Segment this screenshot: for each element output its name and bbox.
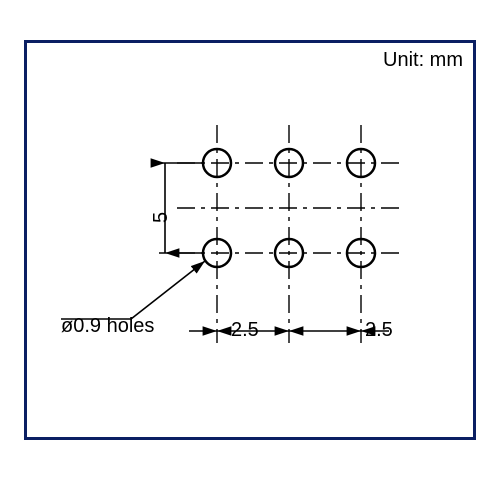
drawing-canvas <box>27 43 473 437</box>
unit-label: Unit: mm <box>383 49 463 72</box>
dim-v-label: 5 <box>150 212 173 223</box>
drawing-frame: Unit: mm 5 2.5 2.5 ø0.9 holes <box>24 40 476 440</box>
dimensions-group <box>159 163 389 331</box>
dim-h-right-label: 2.5 <box>365 319 393 342</box>
hole-callout-label: ø0.9 holes <box>61 315 154 338</box>
centerlines <box>177 125 399 343</box>
dim-h-left-label: 2.5 <box>231 319 259 342</box>
callout-leader <box>61 261 205 319</box>
